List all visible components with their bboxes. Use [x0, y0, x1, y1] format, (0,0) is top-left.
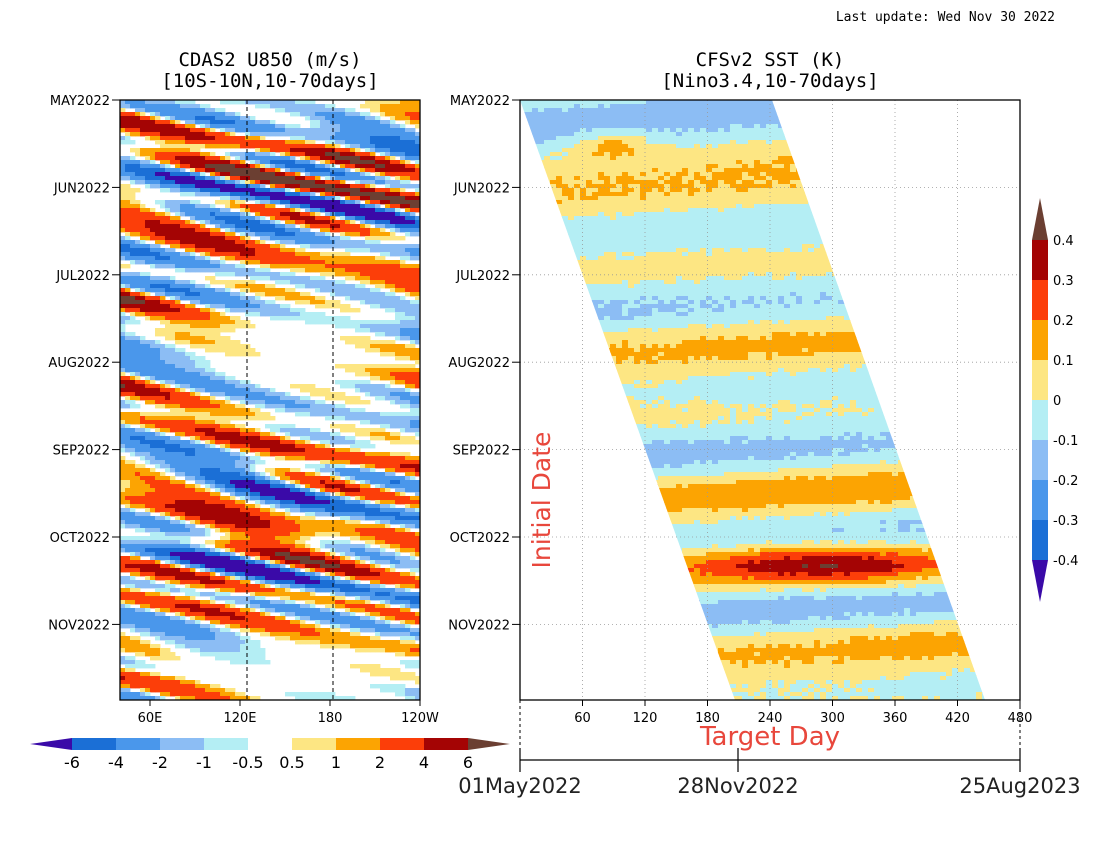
- colorbar-label: -0.3: [1053, 514, 1078, 529]
- x-tick-label: 180: [695, 711, 720, 726]
- sst-grid: [520, 100, 1020, 700]
- y-tick-label: NOV2022: [48, 618, 110, 633]
- colorbar-swatch: [1032, 400, 1048, 440]
- u850-colorbar: -6 -4 -2 -1 -0.5 0.5 1 2 4 6: [30, 738, 510, 772]
- colorbar-swatch: [248, 738, 292, 750]
- colorbar-label: -0.4: [1053, 554, 1078, 569]
- colorbar-label: -4: [108, 753, 124, 772]
- u850-frame: [119, 99, 421, 701]
- colorbar-label: 4: [419, 753, 429, 772]
- x-tick-label: 120W: [401, 711, 439, 726]
- colorbar-swatch: [380, 738, 424, 750]
- last-update-text: Last update: Wed Nov 30 2022: [836, 10, 1055, 25]
- y-tick-label: SEP2022: [453, 444, 510, 459]
- date-axis-label: 28Nov2022: [677, 774, 798, 798]
- sst-subtitle: [Nino3.4,10-70days]: [661, 70, 878, 92]
- colorbar-swatch: [292, 738, 336, 750]
- y-tick-label: AUG2022: [448, 356, 510, 371]
- colorbar-swatch: [72, 738, 116, 750]
- u850-subtitle: [10S-10N,10-70days]: [161, 70, 378, 92]
- colorbar-label: -0.5: [232, 753, 263, 772]
- colorbar-label: 0.5: [279, 753, 304, 772]
- sst-forecast-field: [520, 100, 985, 700]
- y-tick-label: JUN2022: [53, 181, 110, 196]
- u850-title: CDAS2 U850 (m/s): [178, 49, 361, 71]
- colorbar-swatch: [1032, 320, 1048, 360]
- colorbar-swatch: [160, 738, 204, 750]
- colorbar-label: -2: [152, 753, 168, 772]
- colorbar-swatch: [424, 738, 468, 750]
- colorbar-swatch: [1032, 480, 1048, 520]
- colorbar-label: 0: [1053, 394, 1061, 409]
- x-tick-label: 60: [574, 711, 591, 726]
- y-tick-label: NOV2022: [448, 618, 510, 633]
- sst-title: CFSv2 SST (K): [696, 49, 845, 71]
- colorbar-label: 6: [463, 753, 473, 772]
- colorbar-high-arrow: [1032, 198, 1048, 240]
- colorbar-swatch: [1032, 280, 1048, 320]
- colorbar-swatch: [1032, 520, 1048, 560]
- sst-colorbar: 0.4 0.3 0.2 0.1 0 -0.1 -0.2 -0.3 -0.4: [1032, 198, 1078, 602]
- colorbar-label: 0.4: [1053, 234, 1074, 249]
- colorbar-label: 2: [375, 753, 385, 772]
- y-tick-label: JUL2022: [455, 269, 510, 284]
- y-tick-label: JUN2022: [453, 181, 510, 196]
- colorbar-label: 1: [331, 753, 341, 772]
- sst-y-axis: MAY2022 JUN2022 JUL2022 AUG2022 SEP2022 OCT20…: [448, 94, 520, 633]
- colorbar-label: 0.3: [1053, 274, 1074, 289]
- colorbar-label: -6: [64, 753, 80, 772]
- colorbar-label: -0.2: [1053, 474, 1078, 489]
- u850-hovmoller-field: [120, 100, 420, 700]
- colorbar-low-arrow: [1032, 560, 1048, 602]
- colorbar-swatch: [116, 738, 160, 750]
- sst-x-axis-label: Target Day: [699, 722, 840, 752]
- sst-x-axis: 60 120 180 240 300 360 420 480: [574, 700, 1032, 726]
- y-tick-label: MAY2022: [50, 94, 110, 109]
- colorbar-label: -1: [196, 753, 212, 772]
- sst-panel: CFSv2 SST (K) [Nino3.4,10-70days] MAY202…: [448, 49, 1080, 798]
- x-tick-label: 180: [318, 711, 343, 726]
- u850-x-axis: 60E 120E 180 120W: [138, 700, 439, 726]
- colorbar-label: 0.2: [1053, 314, 1074, 329]
- u850-panel: CDAS2 U850 (m/s) [10S-10N,10-70days] MAY…: [48, 49, 439, 726]
- x-tick-label: 120E: [223, 711, 256, 726]
- sst-y-axis-label: Initial Date: [527, 432, 556, 569]
- date-axis-label: 25Aug2023: [959, 774, 1080, 798]
- date-axis: 01May2022 28Nov2022 25Aug2023: [458, 700, 1081, 798]
- date-axis-label: 01May2022: [458, 774, 582, 798]
- y-tick-label: MAY2022: [450, 94, 510, 109]
- y-tick-label: AUG2022: [48, 356, 110, 371]
- u850-y-axis: MAY2022 JUN2022 JUL2022 AUG2022 SEP2022 OCT20…: [48, 94, 120, 633]
- colorbar-swatch: [1032, 440, 1048, 480]
- x-tick-label: 120: [633, 711, 658, 726]
- colorbar-high-arrow: [468, 738, 510, 750]
- x-tick-label: 60E: [138, 711, 163, 726]
- y-tick-label: SEP2022: [53, 444, 110, 459]
- colorbar-swatch: [1032, 240, 1048, 280]
- y-tick-label: OCT2022: [50, 531, 110, 546]
- colorbar-low-arrow: [30, 738, 72, 750]
- x-tick-label: 420: [945, 711, 970, 726]
- y-tick-label: OCT2022: [450, 531, 510, 546]
- y-tick-label: JUL2022: [55, 269, 110, 284]
- colorbar-label: -0.1: [1053, 434, 1078, 449]
- x-tick-label: 300: [820, 711, 845, 726]
- colorbar-label: 0.1: [1053, 354, 1074, 369]
- colorbar-swatch: [1032, 360, 1048, 400]
- x-tick-label: 240: [758, 711, 783, 726]
- x-tick-label: 360: [883, 711, 908, 726]
- colorbar-swatch: [204, 738, 248, 750]
- colorbar-swatch: [336, 738, 380, 750]
